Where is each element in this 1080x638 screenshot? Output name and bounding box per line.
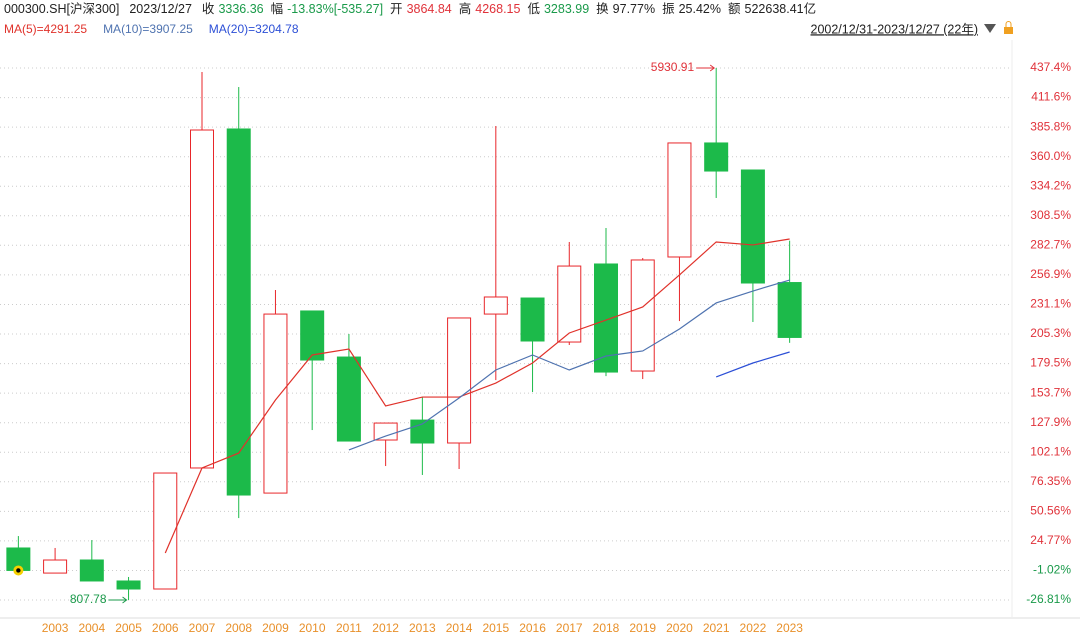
candle-body: [373, 422, 398, 441]
header-item-label: 幅: [271, 1, 284, 16]
header-item-value: 25.42%: [679, 2, 721, 16]
y-tick-label: 24.77%: [1030, 533, 1071, 547]
candle-body: [153, 472, 178, 590]
header-item-value: -13.83%[-535.27]: [287, 2, 383, 16]
x-tick-label: 2016: [519, 621, 546, 635]
x-tick-label: 2005: [115, 621, 142, 635]
candle-body: [740, 169, 765, 284]
header-item-label: 收: [202, 2, 215, 16]
x-tick-label: 2013: [409, 621, 436, 635]
y-tick-label: 231.1%: [1030, 297, 1071, 311]
x-tick-label: 2004: [78, 621, 105, 635]
x-tick-label: 2022: [740, 621, 767, 635]
candle-body: [483, 296, 508, 315]
ma-line: [715, 351, 790, 378]
x-tick-label: 2007: [189, 621, 216, 635]
header-item-label: 低: [527, 2, 540, 16]
y-tick-label: 360.0%: [1030, 149, 1071, 163]
candle-body: [226, 128, 251, 496]
lock-icon[interactable]: [1004, 27, 1013, 34]
legend-entry: MA(10)=3907.25: [103, 22, 193, 36]
y-tick-label: 437.4%: [1030, 60, 1071, 74]
marker-dot-center: [16, 568, 21, 573]
x-tick-label: 2020: [666, 621, 693, 635]
candle-body: [79, 559, 104, 582]
y-tick-label: 102.1%: [1030, 444, 1071, 458]
legend-entry: MA(5)=4291.25: [4, 22, 87, 36]
header-item-value: 4268.15: [475, 2, 520, 16]
candle-body: [777, 282, 802, 338]
candle-body: [263, 313, 288, 494]
dropdown-icon[interactable]: [984, 24, 996, 33]
x-tick-label: 2021: [703, 621, 730, 635]
candle-body: [557, 265, 582, 343]
header-item-label: 高: [459, 1, 472, 16]
ma-line: [164, 238, 790, 554]
header-item-value: 3336.36: [218, 2, 263, 16]
header-item-label: 振: [662, 2, 675, 16]
annotation-arrow: [696, 64, 716, 72]
y-tick-label: 256.9%: [1030, 267, 1071, 281]
y-tick-label: 76.35%: [1030, 474, 1071, 488]
header-item-value: 3864.84: [407, 2, 452, 16]
ma-line: [348, 279, 790, 451]
y-tick-label: 205.3%: [1030, 326, 1071, 340]
annotation: 807.78: [70, 592, 107, 606]
candle-body: [190, 129, 214, 469]
lock-icon-shackle: [1005, 21, 1012, 27]
candle-body: [336, 356, 361, 442]
header-item-value: 3283.99: [544, 2, 589, 16]
x-tick-label: 2023: [776, 621, 803, 635]
header-item-label: 额: [728, 2, 741, 16]
y-tick-label: 179.5%: [1030, 356, 1071, 370]
y-tick-label: 282.7%: [1030, 237, 1071, 251]
header: 000300.SH[沪深300] 2023/12/27 收 3336.36 幅 -13.8…: [4, 1, 816, 16]
y-tick-label: 127.9%: [1030, 415, 1071, 429]
date-range: 2002/12/31-2023/12/27 (22年): [811, 22, 979, 36]
y-tick-label: 411.6%: [1031, 90, 1071, 104]
x-tick-label: 2011: [336, 621, 362, 635]
x-tick-label: 2012: [372, 621, 399, 635]
y-tick-label: -1.02%: [1033, 563, 1071, 577]
y-tick-label: -26.81%: [1026, 592, 1071, 606]
y-tick-label: 153.7%: [1030, 385, 1071, 399]
x-tick-label: 2006: [152, 621, 179, 635]
header-item-label: 开: [390, 2, 403, 16]
candle-body: [630, 259, 655, 372]
header-item-value: 522638.41亿: [745, 1, 817, 16]
date: 2023/12/27: [129, 2, 192, 16]
candle-body: [667, 142, 692, 258]
x-tick-label: 2018: [593, 621, 620, 635]
x-tick-label: 2008: [225, 621, 252, 635]
candle-body: [594, 263, 618, 373]
y-tick-label: 308.5%: [1030, 208, 1071, 222]
candle-body: [704, 142, 729, 172]
header-item-value: 97.77%: [613, 2, 655, 16]
annotation: 5930.91: [651, 60, 695, 74]
x-tick-label: 2019: [629, 621, 656, 635]
x-tick-label: 2010: [299, 621, 326, 635]
header-item-label: 换: [596, 2, 609, 16]
y-tick-label: 334.2%: [1030, 178, 1071, 192]
candle-body: [520, 297, 545, 342]
annotation-arrow: [108, 596, 128, 604]
x-tick-label: 2017: [556, 621, 583, 635]
legend-entry: MA(20)=3204.78: [209, 22, 299, 36]
candle-body: [300, 310, 325, 361]
candle-body: [447, 317, 472, 444]
candle-body: [43, 559, 68, 574]
code: 000300.SH[沪深300]: [4, 2, 119, 16]
candle-body: [116, 580, 141, 590]
y-tick-label: 385.8%: [1030, 119, 1071, 133]
x-tick-label: 2015: [482, 621, 509, 635]
x-tick-label: 2014: [446, 621, 473, 635]
y-tick-label: 50.56%: [1030, 504, 1071, 518]
x-tick-label: 2003: [42, 621, 69, 635]
x-tick-label: 2009: [262, 621, 289, 635]
